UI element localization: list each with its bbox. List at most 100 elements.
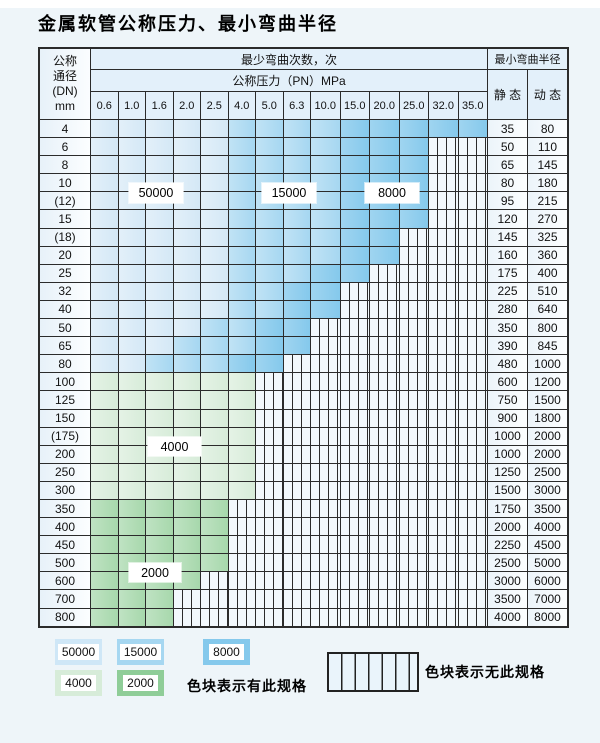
spec-cell bbox=[283, 228, 310, 246]
spec-cell bbox=[201, 590, 228, 608]
spec-cell bbox=[118, 246, 145, 264]
spec-cell bbox=[256, 210, 283, 228]
dynamic-radius-value: 5000 bbox=[528, 554, 567, 572]
spec-cell bbox=[146, 319, 173, 337]
spec-cell bbox=[146, 264, 173, 282]
spec-cell bbox=[173, 373, 200, 391]
dynamic-radius-value: 215 bbox=[528, 192, 567, 210]
spec-cell bbox=[91, 554, 118, 572]
spec-cell bbox=[340, 427, 369, 445]
spec-cell bbox=[340, 608, 369, 626]
spec-cell bbox=[399, 481, 428, 499]
spec-cell bbox=[370, 228, 399, 246]
spec-cell bbox=[201, 192, 228, 210]
static-header: 静 态 bbox=[488, 70, 527, 119]
spec-cell bbox=[283, 409, 310, 427]
dn-label: 450 bbox=[40, 536, 90, 554]
spec-cell bbox=[399, 518, 428, 536]
spec-cell bbox=[370, 355, 399, 373]
dynamic-radius-value: 640 bbox=[528, 300, 567, 319]
static-radius-value: 900 bbox=[488, 409, 527, 427]
spec-cell bbox=[146, 210, 173, 228]
spec-cell bbox=[91, 481, 118, 499]
dn-label: 80 bbox=[40, 355, 90, 373]
pressure-col-2.0: 2.0 bbox=[173, 92, 200, 119]
spec-cell bbox=[399, 391, 428, 409]
spec-cell bbox=[311, 138, 340, 156]
spec-cell bbox=[256, 156, 283, 174]
spec-cell bbox=[201, 445, 228, 463]
spec-cell bbox=[429, 518, 458, 536]
dn-column-header: 公称 通径 (DN) mm bbox=[40, 49, 90, 119]
spec-cell bbox=[256, 518, 283, 536]
spec-cell bbox=[458, 174, 487, 192]
spec-cell bbox=[340, 264, 369, 282]
spec-cell bbox=[201, 156, 228, 174]
static-radius-value: 35 bbox=[488, 120, 527, 138]
spec-cell bbox=[311, 120, 340, 138]
spec-cell bbox=[228, 427, 255, 445]
spec-cell bbox=[91, 120, 118, 138]
spec-cell bbox=[429, 192, 458, 210]
spec-cell bbox=[283, 210, 310, 228]
spec-cell bbox=[283, 427, 310, 445]
spec-cell bbox=[429, 337, 458, 355]
spec-cell bbox=[458, 120, 487, 138]
dynamic-radius-value: 270 bbox=[528, 210, 567, 228]
spec-cell bbox=[340, 156, 369, 174]
spec-cell bbox=[429, 481, 458, 499]
dynamic-radius-value: 2000 bbox=[528, 445, 567, 463]
static-radius-value: 2250 bbox=[488, 536, 527, 554]
spec-cell bbox=[201, 391, 228, 409]
zone-label-4000: 4000 bbox=[148, 437, 201, 456]
static-radius-value: 65 bbox=[488, 156, 527, 174]
spec-cell bbox=[146, 300, 173, 319]
spec-cell bbox=[370, 608, 399, 626]
static-radius-value: 95 bbox=[488, 192, 527, 210]
spec-cell bbox=[228, 481, 255, 499]
static-radius-value: 390 bbox=[488, 337, 527, 355]
spec-cell bbox=[91, 174, 118, 192]
spec-cell bbox=[173, 499, 200, 518]
spec-cell bbox=[370, 282, 399, 300]
static-radius-value: 80 bbox=[488, 174, 527, 192]
spec-cell bbox=[370, 373, 399, 391]
spec-cell bbox=[173, 300, 200, 319]
spec-cell bbox=[311, 445, 340, 463]
spec-cell bbox=[340, 409, 369, 427]
spec-cell bbox=[173, 391, 200, 409]
pressure-col-5.0: 5.0 bbox=[256, 92, 283, 119]
dynamic-radius-value: 1800 bbox=[528, 409, 567, 427]
spec-cell bbox=[201, 355, 228, 373]
pressure-col-35.0: 35.0 bbox=[458, 92, 487, 119]
dn-header-line: mm bbox=[55, 99, 75, 113]
spec-cell bbox=[311, 518, 340, 536]
dn-label: 300 bbox=[40, 481, 90, 499]
spec-cell bbox=[283, 282, 310, 300]
spec-cell bbox=[173, 463, 200, 481]
spec-cell bbox=[283, 445, 310, 463]
spec-cell bbox=[311, 174, 340, 192]
spec-cell bbox=[399, 319, 428, 337]
spec-cell bbox=[370, 246, 399, 264]
spec-cell bbox=[173, 608, 200, 626]
dn-label: (18) bbox=[40, 228, 90, 246]
spec-cell bbox=[458, 590, 487, 608]
dynamic-radius-value: 8000 bbox=[528, 608, 567, 626]
spec-cell bbox=[201, 228, 228, 246]
spec-cell bbox=[399, 138, 428, 156]
spec-cell bbox=[283, 264, 310, 282]
legend-swatch-2000: 2000 bbox=[117, 670, 164, 696]
dynamic-radius-value: 800 bbox=[528, 319, 567, 337]
dn-label: 600 bbox=[40, 572, 90, 590]
dn-label: 20 bbox=[40, 246, 90, 264]
static-radius-value: 50 bbox=[488, 138, 527, 156]
spec-cell bbox=[399, 499, 428, 518]
dn-label: 250 bbox=[40, 463, 90, 481]
static-radius-value: 1000 bbox=[488, 427, 527, 445]
dynamic-radius-value: 6000 bbox=[528, 572, 567, 590]
pressure-col-10.0: 10.0 bbox=[311, 92, 340, 119]
spec-cell bbox=[458, 481, 487, 499]
pressure-col-1.0: 1.0 bbox=[118, 92, 145, 119]
spec-cell bbox=[283, 499, 310, 518]
